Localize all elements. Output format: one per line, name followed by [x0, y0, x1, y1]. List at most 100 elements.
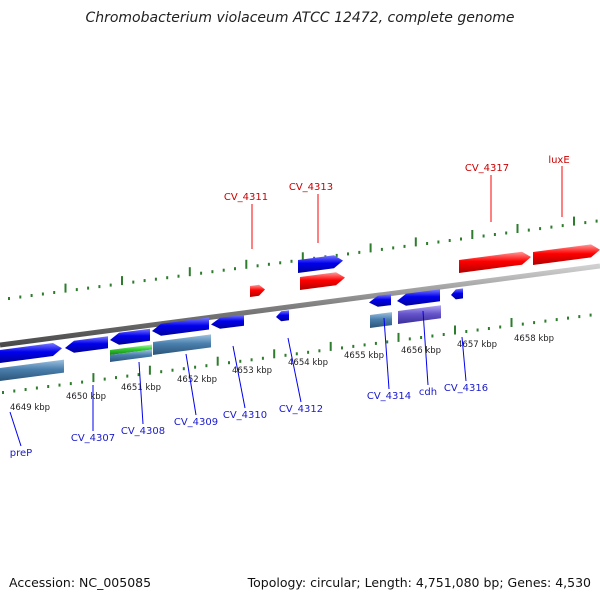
feature-block-prep[interactable]: [0, 359, 64, 381]
lower-minor-tick: [103, 377, 106, 381]
feature-track: [0, 244, 600, 381]
gene-arrow-cv4314[interactable]: [369, 294, 391, 307]
lower-minor-tick: [352, 344, 355, 348]
lower-minor-tick: [318, 349, 321, 353]
gene-label-reverse[interactable]: cdh: [419, 387, 437, 398]
upper-major-tick: [188, 267, 191, 277]
gene-arrow-cv4309[interactable]: [152, 317, 209, 336]
lower-minor-tick: [499, 325, 502, 329]
upper-minor-tick: [403, 244, 406, 248]
lower-minor-tick: [374, 341, 377, 345]
upper-minor-tick: [109, 283, 112, 287]
upper-minor-tick: [41, 292, 44, 296]
gene-label-reverse[interactable]: preP: [10, 448, 32, 459]
lower-minor-tick: [81, 380, 84, 384]
gene-label-reverse[interactable]: CV_4308: [121, 426, 165, 437]
gene-labels: 4649 kbp 4650 kbp 4651 kbp 4652 kbp 4653 kbp…: [10, 155, 570, 459]
gene-label-forward[interactable]: luxE: [548, 155, 569, 166]
gene-label-reverse[interactable]: CV_4309: [174, 417, 218, 428]
upper-minor-tick: [392, 246, 395, 250]
upper-minor-tick: [380, 247, 383, 251]
kbp-tick-label: 4649 kbp: [10, 403, 50, 413]
upper-minor-tick: [584, 221, 587, 225]
gene-label-reverse[interactable]: CV_4316: [444, 383, 488, 394]
accession-text: Accession: NC_005085: [9, 575, 152, 590]
lower-minor-tick: [465, 330, 468, 333]
lower-minor-tick: [476, 328, 479, 332]
gene-label-reverse[interactable]: CV_4307: [71, 433, 115, 444]
feature-block-cv4308[interactable]: [110, 349, 152, 363]
gene-arrow-cv4308[interactable]: [110, 328, 150, 345]
lower-major-tick: [454, 325, 456, 335]
gene-label-forward[interactable]: CV_4317: [465, 163, 509, 174]
upper-minor-tick: [267, 262, 270, 266]
feature-block-cv4314[interactable]: [370, 312, 392, 328]
upper-minor-tick: [426, 242, 429, 245]
lower-minor-tick: [487, 327, 490, 330]
lower-minor-tick: [182, 367, 185, 371]
kbp-tick-label: 4651 kbp: [121, 383, 161, 393]
feature-block-cv4308-green[interactable]: [110, 344, 152, 356]
upper-minor-tick: [222, 268, 225, 272]
lower-minor-tick: [431, 334, 434, 338]
label-pointer-line: [138, 361, 144, 425]
kbp-tick-label: 4650 kbp: [66, 392, 106, 402]
upper-minor-tick: [335, 253, 338, 257]
label-pointer-line: [232, 345, 246, 409]
lower-minor-tick: [589, 313, 592, 317]
upper-major-tick: [471, 230, 474, 239]
upper-minor-tick: [132, 280, 135, 284]
feature-block-cv4309[interactable]: [153, 334, 211, 355]
lower-minor-tick: [115, 376, 117, 380]
lower-major-tick: [329, 341, 332, 351]
genome-backbone: [0, 263, 600, 348]
upper-minor-tick: [448, 239, 451, 242]
upper-major-tick: [245, 259, 248, 269]
lower-minor-tick: [420, 336, 423, 339]
gene-arrow-luxe[interactable]: [533, 244, 600, 265]
gene-label-forward[interactable]: CV_4313: [289, 182, 333, 193]
lower-major-tick: [216, 356, 219, 366]
upper-major-tick: [121, 276, 123, 286]
gene-arrow-upper-blue[interactable]: [298, 255, 343, 273]
gene-arrow-cv4310[interactable]: [211, 314, 244, 329]
gene-label-forward[interactable]: CV_4311: [224, 192, 268, 203]
lower-minor-tick: [555, 318, 558, 322]
upper-minor-tick: [493, 233, 496, 236]
upper-minor-tick: [561, 224, 564, 228]
lower-minor-tick: [442, 333, 445, 336]
lower-major-tick: [148, 365, 151, 375]
gene-arrow-cv4311[interactable]: [250, 284, 265, 297]
gene-arrow-cv4307[interactable]: [65, 336, 108, 353]
upper-major-tick: [573, 216, 575, 226]
gene-label-reverse[interactable]: CV_4314: [367, 391, 411, 402]
lower-minor-tick: [386, 340, 389, 344]
feature-block-cdh[interactable]: [398, 305, 441, 324]
lower-minor-tick: [408, 337, 411, 341]
gene-arrow-cv4313[interactable]: [300, 272, 345, 290]
lower-minor-tick: [13, 389, 16, 393]
gene-label-reverse[interactable]: CV_4312: [279, 404, 323, 415]
gene-arrow-cv4317[interactable]: [459, 251, 531, 273]
gene-label-reverse[interactable]: CV_4310: [223, 410, 267, 421]
gene-arrow-prep[interactable]: [0, 343, 62, 363]
upper-minor-tick: [550, 225, 553, 229]
lower-minor-tick: [307, 350, 310, 354]
lower-minor-tick: [284, 353, 287, 357]
kbp-tick-label: 4652 kbp: [177, 375, 217, 385]
gene-arrow-cv4312[interactable]: [276, 310, 289, 322]
upper-minor-tick: [279, 261, 282, 265]
label-pointer-line: [383, 317, 390, 390]
upper-minor-tick: [505, 231, 508, 235]
upper-minor-tick: [527, 228, 530, 232]
upper-major-tick: [414, 237, 417, 247]
lower-minor-tick: [295, 352, 298, 356]
gene-arrow-cv4316[interactable]: [451, 288, 463, 300]
tick-track-lower: [2, 313, 592, 394]
gene-arrow-cdh[interactable]: [397, 289, 440, 306]
upper-minor-tick: [234, 267, 236, 271]
upper-minor-tick: [166, 276, 169, 280]
lower-minor-tick: [521, 322, 524, 326]
upper-minor-tick: [290, 259, 293, 263]
